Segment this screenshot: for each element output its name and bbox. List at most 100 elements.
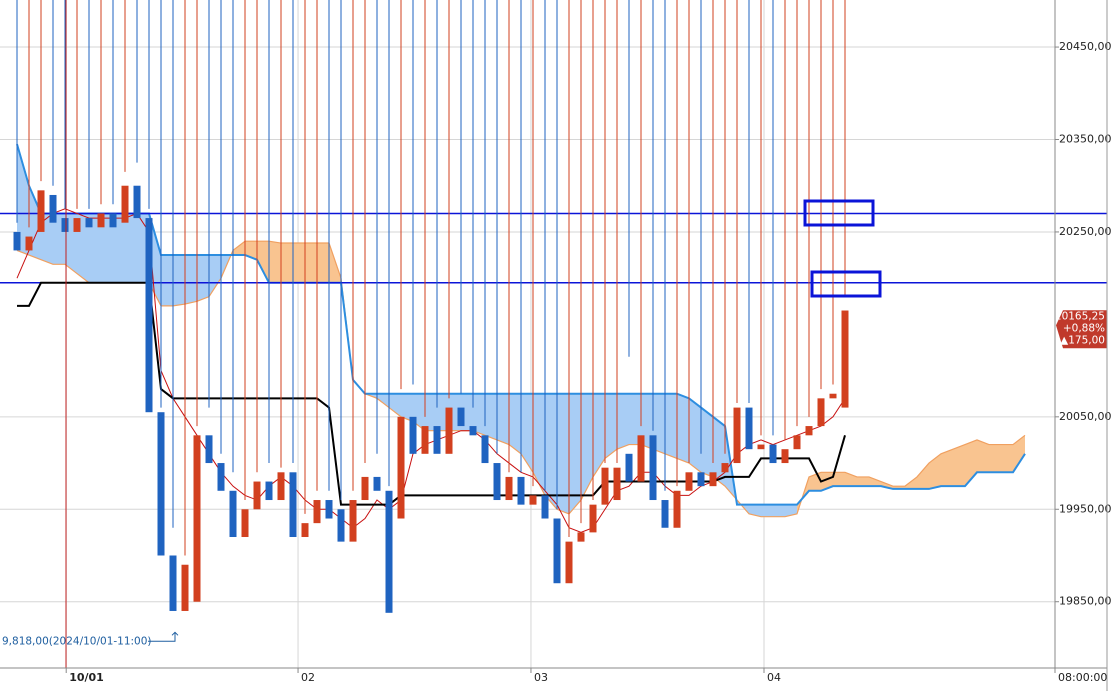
x-tick-label: 10/01 [69,671,104,684]
cloud-fill [305,243,318,283]
y-tick-label: 20250,00 [1059,225,1112,238]
candle-body [337,509,345,542]
cloud-fill [89,213,102,283]
candle-body [649,435,657,501]
candle-body [409,416,417,454]
candle-body [13,231,21,251]
cloud-fill [821,472,834,491]
candle-body [517,476,525,505]
low-marker [148,631,179,642]
candle-body [25,236,33,251]
cloud-fill [581,393,594,501]
candle-body [841,310,849,408]
candle-body [301,523,309,538]
candle-body [637,435,645,482]
y-tick-label: 19950,00 [1059,502,1112,515]
candle-body [121,185,129,223]
candle-body [577,532,585,542]
drawing-box[interactable] [810,270,882,298]
candle-body [325,500,333,519]
y-tick-label: 20450,00 [1059,40,1112,53]
cloud-fill [557,393,570,514]
cloud-fill [881,481,894,489]
cloud-fill [473,393,486,436]
candle-body [73,218,81,232]
candle-body [721,463,729,473]
cloud-fill [545,393,558,510]
overlay-line [17,281,846,506]
cloud-fill [785,504,798,517]
candle-body [289,472,297,538]
price-tag-text: ▲175,00 [1060,334,1105,346]
cloud-fill [857,476,870,487]
cloud-fill [173,255,186,306]
price-tag-text: 20165,25 [1055,310,1105,322]
candle-body [505,476,513,501]
cloud-fill [989,444,1002,473]
candle-body [49,194,57,223]
candle-body [397,416,405,519]
cloud-fill [1013,435,1026,473]
candle-body [253,481,261,510]
cloud-fill [161,255,174,306]
cloud-fill [317,243,330,283]
candle-body [481,435,489,464]
candle-body [589,504,597,533]
cloud-fill [1001,444,1014,473]
candle-body [433,426,441,454]
candle-body [781,449,789,464]
low-label: 9,818,00(2024/10/01-11:00) [2,635,152,647]
candle-body [685,472,693,491]
candle-body [733,407,741,464]
candle-body [241,509,249,538]
candle-body [625,453,633,482]
cloud-fill [257,241,270,283]
cloud-fill [497,393,510,445]
price-tag [1056,310,1107,349]
cloud-fill [377,393,390,408]
candle-body [829,393,837,399]
y-tick-label: 19850,00 [1059,595,1112,608]
cloud-fill [941,449,954,487]
candle-body [61,218,69,232]
cloud-fill [833,472,846,487]
candle-body [217,463,225,491]
candle-body [169,555,177,611]
candle-body [85,218,93,228]
candle-body [265,481,273,501]
candle-body [181,564,189,611]
candle-body [205,435,213,464]
cloud-fill [17,144,30,256]
cloud-fill [389,393,402,417]
cloud-fill [977,439,990,473]
price-tag-text: +0,88% [1063,322,1105,334]
cloud-fill [185,255,198,305]
cloud-fill [953,444,966,487]
cloud-fill [485,393,498,440]
cloud-fill [845,472,858,487]
x-tick-label: 04 [767,671,781,684]
candle-body [421,426,429,454]
candle-body [109,213,117,228]
cloud-fill [245,241,258,260]
cloud-fill [569,393,582,514]
candle-body [373,476,381,491]
drawing-box[interactable] [803,199,875,227]
cloud-fill [269,241,282,283]
cloud-fill [605,393,618,459]
cloud-fill [101,213,114,283]
candle-body [145,218,153,413]
x-tick-label: 08:00:00 [1058,671,1107,684]
x-tick-label: 03 [534,671,548,684]
cloud-fill [617,393,630,450]
y-tick-label: 20050,00 [1059,410,1112,423]
cloud-fill [233,241,246,256]
candle-body [469,426,477,436]
cloud-fill [929,453,942,489]
cloud-fill [677,393,690,464]
cloud-fill [629,393,642,445]
candle-body [661,500,669,528]
cloud-fill [521,393,534,473]
candle-body [97,213,105,228]
